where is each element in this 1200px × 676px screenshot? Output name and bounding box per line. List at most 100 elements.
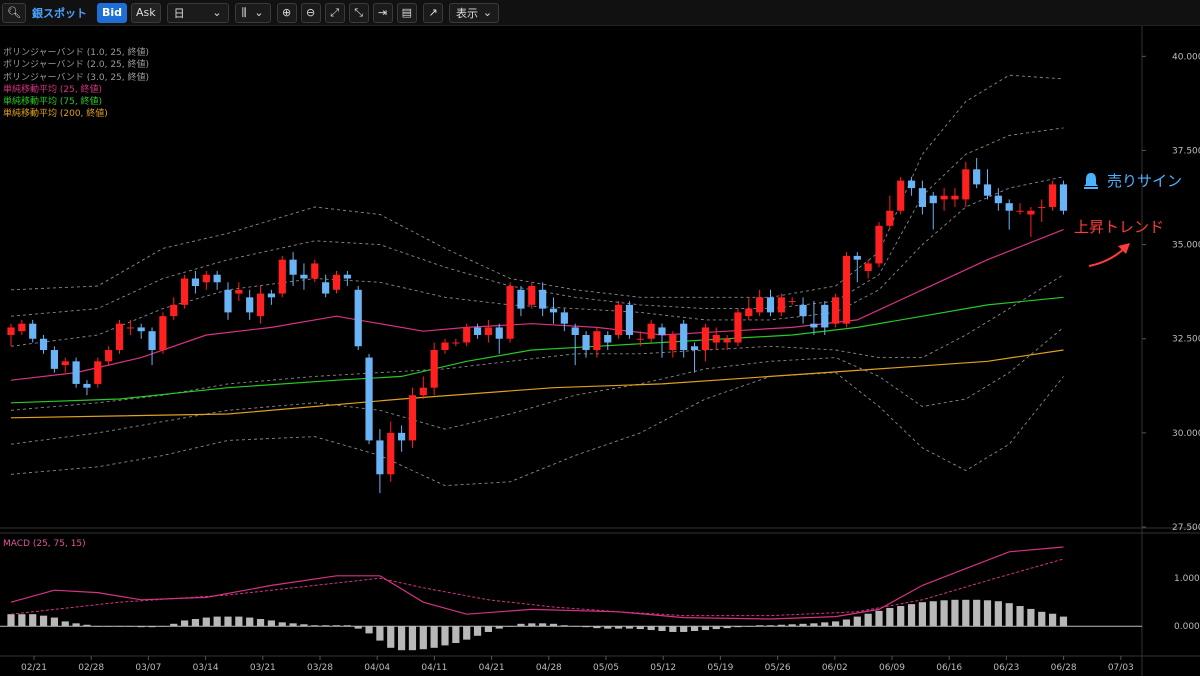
macd-histogram-bar xyxy=(571,626,579,627)
legend-item[interactable]: 単純移動平均 (200, 終値) xyxy=(3,109,108,120)
macd-histogram-bar xyxy=(625,626,634,629)
legend-item[interactable]: 単純移動平均 (25, 終値) xyxy=(3,84,103,95)
macd-histogram-bar xyxy=(343,625,351,627)
bollinger-line xyxy=(10,74,1064,298)
candle-body xyxy=(973,169,981,185)
macd-histogram-bar xyxy=(864,613,872,627)
x-tick-label: 05/26 xyxy=(765,663,791,673)
price-tick-label: 35.000 xyxy=(1172,241,1200,251)
scale-button[interactable]: ⤡ xyxy=(348,2,369,23)
candle-body xyxy=(1016,210,1024,212)
candle-body xyxy=(235,289,243,294)
legend-item[interactable]: 単純移動平均 (75, 終値) xyxy=(3,97,103,108)
macd-histogram-bar xyxy=(799,623,807,627)
candle-body xyxy=(864,263,872,271)
candlestick-icon: ⫼ xyxy=(241,5,247,19)
interval-select[interactable]: 日 ⌄ xyxy=(166,2,229,23)
macd-histogram-bar xyxy=(766,625,775,627)
macd-histogram-bar xyxy=(636,626,644,630)
macd-histogram-bar xyxy=(224,616,232,627)
bid-ask-toggle: Bid Ask xyxy=(96,2,161,23)
bid-button[interactable]: Bid xyxy=(96,2,127,23)
ask-button[interactable]: Ask xyxy=(131,2,161,23)
x-tick-label: 06/09 xyxy=(879,663,905,673)
candle-body xyxy=(311,263,319,279)
chevron-down-icon: ⌄ xyxy=(212,6,222,19)
arrow-shaft xyxy=(1088,246,1127,267)
add-indicator-button[interactable]: ↗ xyxy=(423,2,444,23)
candle-body xyxy=(39,338,48,351)
candle-body xyxy=(1038,206,1046,208)
macd-histogram-bar xyxy=(886,607,894,627)
macd-histogram-bar xyxy=(528,623,536,627)
candle-body xyxy=(343,274,351,279)
candle-body xyxy=(289,259,297,275)
arrow-head xyxy=(1118,243,1130,254)
macd-histogram-bar xyxy=(213,616,221,627)
zoom-in-button[interactable]: ⊕ xyxy=(276,2,297,23)
x-tick-label: 06/02 xyxy=(822,663,848,673)
instrument-name[interactable]: 銀スポット xyxy=(31,6,87,20)
candle-body xyxy=(560,312,568,324)
search-icon: 🔍︎ xyxy=(7,6,21,19)
moving-averages xyxy=(10,229,1064,419)
macd-histogram-bar xyxy=(235,616,243,627)
macd-histogram-bar xyxy=(1005,603,1013,627)
macd-histogram-bar xyxy=(821,622,829,627)
candle-body xyxy=(983,184,992,196)
candle-body xyxy=(549,308,558,313)
macd-histogram-bar xyxy=(604,626,612,629)
macd-histogram-bar xyxy=(484,626,492,632)
macd-histogram-bar xyxy=(929,601,937,627)
candle-body xyxy=(18,323,26,332)
macd-histogram-bar xyxy=(539,623,547,627)
search-button[interactable]: 🔍︎ xyxy=(2,2,26,23)
candle-body xyxy=(484,327,492,335)
macd-histogram-bar xyxy=(452,626,460,643)
candle-body xyxy=(636,338,644,340)
macd-histogram-bar xyxy=(387,626,395,648)
candle-body xyxy=(571,327,579,335)
candle-body xyxy=(853,255,861,260)
chart-tools: ⊕ ⊖ ⤢ ⤡ ⇥ ▤ xyxy=(276,2,418,23)
macd-histogram-bar xyxy=(712,626,720,630)
macd-histogram-bar xyxy=(701,626,709,631)
macd-histogram-bar xyxy=(907,604,916,627)
chevron-down-icon: ⌄ xyxy=(254,6,264,19)
interval-value: 日 xyxy=(173,6,185,20)
candle-body xyxy=(61,361,69,366)
x-tick-label: 05/12 xyxy=(650,663,676,673)
macd-histogram-bar xyxy=(473,626,482,636)
macd-histogram-bar xyxy=(875,610,883,627)
document-button[interactable]: ▤ xyxy=(396,2,418,23)
macd-histogram-bar xyxy=(918,602,926,627)
zoom-out-button[interactable]: ⊖ xyxy=(300,2,321,23)
jump-latest-button[interactable]: ⇥ xyxy=(372,2,393,23)
legend-item[interactable]: ボリンジャーバンド (2.0, 25, 終値) xyxy=(3,60,150,71)
macd-histogram-bar xyxy=(105,626,113,627)
macd-histogram-bar xyxy=(126,626,134,627)
display-menu[interactable]: 表示 ⌄ xyxy=(449,2,500,23)
macd-histogram-bar xyxy=(83,624,91,627)
macd-histogram-bar xyxy=(734,626,742,628)
fit-button[interactable]: ⤢ xyxy=(324,2,345,23)
legend-item[interactable]: ボリンジャーバンド (1.0, 25, 終値) xyxy=(3,48,150,58)
macd-histogram-bar xyxy=(365,626,373,634)
candle-body xyxy=(788,301,796,303)
bollinger-bands xyxy=(10,74,1064,487)
macd-histogram-bar xyxy=(29,614,37,627)
candle-body xyxy=(408,395,417,441)
candle-body xyxy=(159,316,167,351)
macd-histogram-bar xyxy=(72,623,80,627)
macd-histogram-bar xyxy=(354,626,362,629)
macd-histogram-bar xyxy=(191,619,200,627)
legend-item[interactable]: ボリンジャーバンド (3.0, 25, 終値) xyxy=(3,72,150,83)
candle-body xyxy=(105,350,113,362)
candle-body xyxy=(669,334,677,351)
macd-histogram-bar xyxy=(951,599,959,627)
macd-histogram-bar xyxy=(300,624,308,627)
chart-type-select[interactable]: ⫼ ⌄ xyxy=(234,2,271,23)
candle-body xyxy=(528,286,536,305)
candle-body xyxy=(766,297,775,313)
